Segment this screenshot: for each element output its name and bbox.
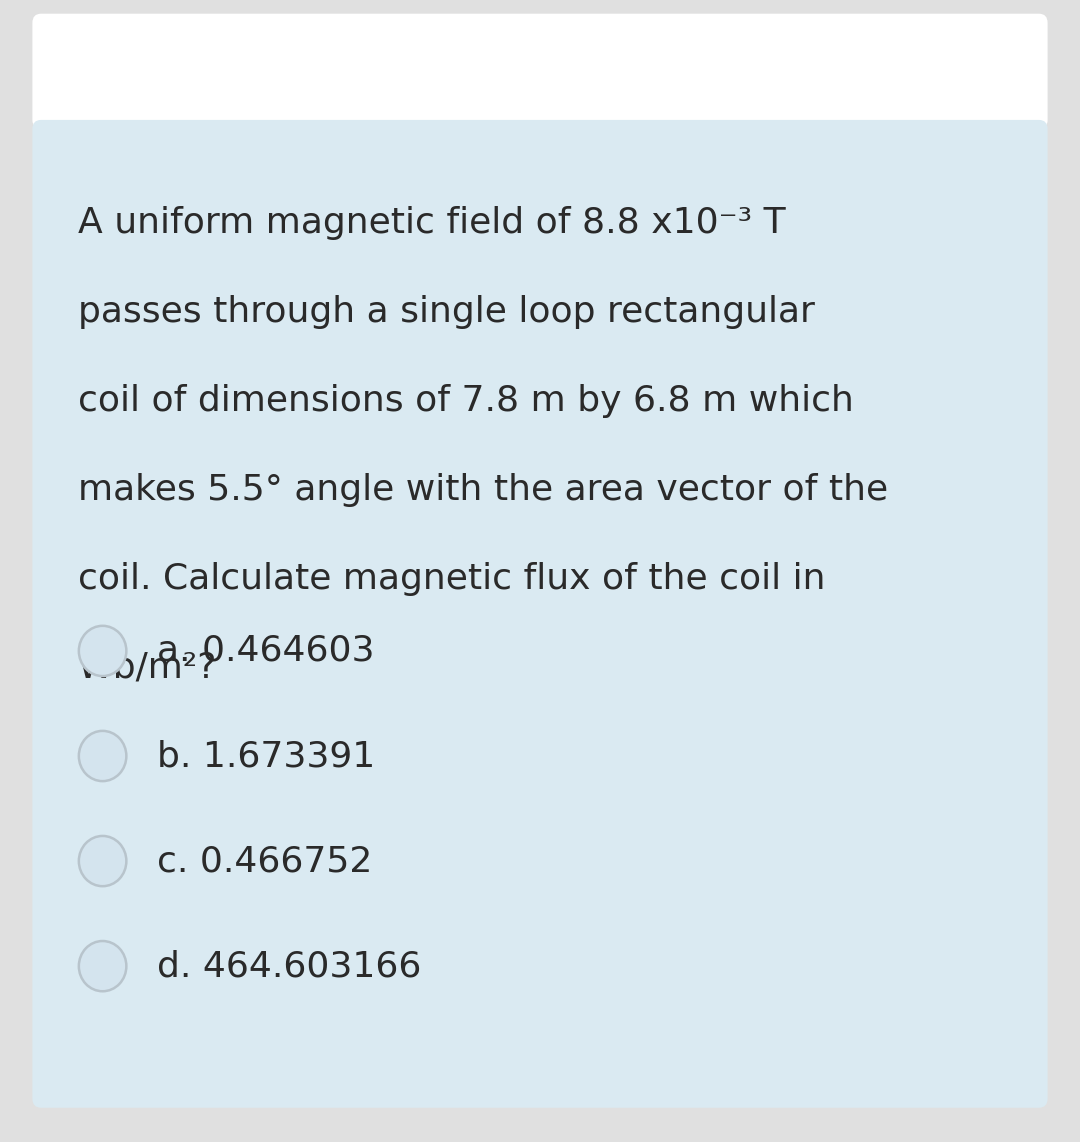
Text: A uniform magnetic field of 8.8 x10⁻³ T: A uniform magnetic field of 8.8 x10⁻³ T [78,206,785,240]
Text: a. 0.464603: a. 0.464603 [157,634,374,668]
Circle shape [79,626,126,676]
Text: Wb/m²?: Wb/m²? [78,651,217,685]
FancyBboxPatch shape [32,14,1048,129]
Text: passes through a single loop rectangular: passes through a single loop rectangular [78,295,814,329]
Circle shape [79,731,126,781]
Text: coil of dimensions of 7.8 m by 6.8 m which: coil of dimensions of 7.8 m by 6.8 m whi… [78,384,853,418]
Text: makes 5.5° angle with the area vector of the: makes 5.5° angle with the area vector of… [78,473,888,507]
Text: c. 0.466752: c. 0.466752 [157,844,372,878]
Text: d. 464.603166: d. 464.603166 [157,949,421,983]
FancyBboxPatch shape [32,120,1048,1108]
Circle shape [79,941,126,991]
Text: b. 1.673391: b. 1.673391 [157,739,375,773]
Text: coil. Calculate magnetic flux of the coil in: coil. Calculate magnetic flux of the coi… [78,562,825,596]
Circle shape [79,836,126,886]
